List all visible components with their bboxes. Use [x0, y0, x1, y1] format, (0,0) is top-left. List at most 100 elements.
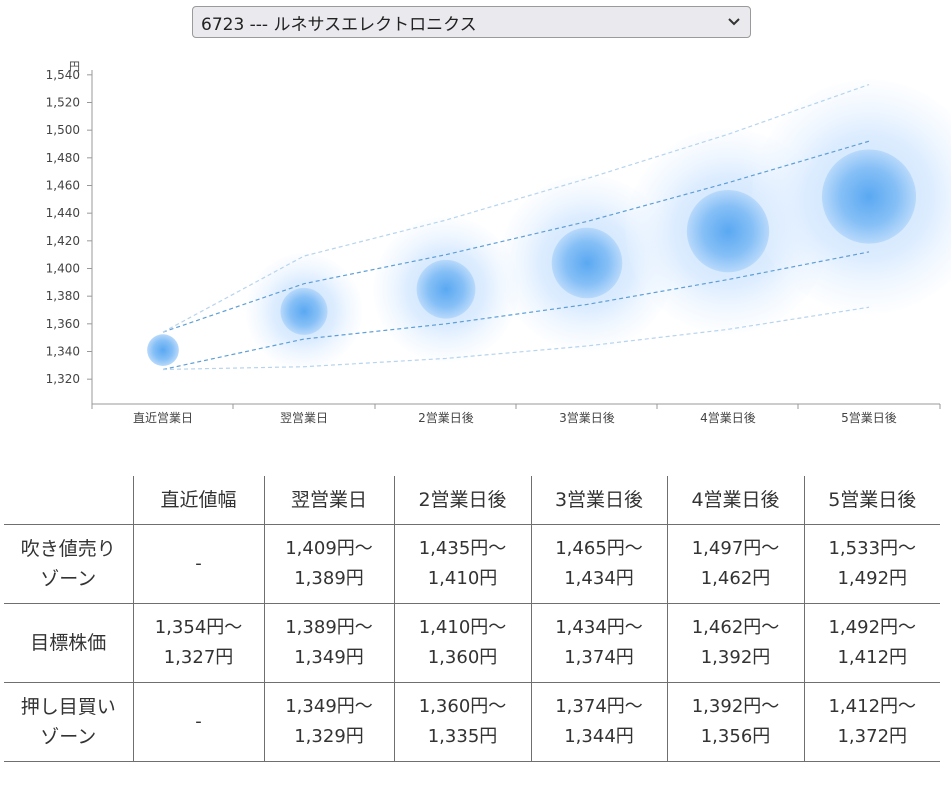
col-header-recent: 直近値幅: [132, 476, 265, 525]
row-header-text: ゾーン: [40, 726, 97, 748]
stock-selector[interactable]: 6723 --- ルネサスエレクトロニクス: [192, 6, 751, 38]
y-tick-label: 1,320: [46, 372, 80, 386]
col-header-day3: 3営業日後: [530, 476, 668, 525]
table-cell: 1,409円～ 1,389円: [263, 524, 395, 604]
table-cell: 1,492円～ 1,412円: [803, 603, 940, 683]
row-header-text: 吹き値売り: [20, 538, 116, 560]
inner-range-circle: [821, 149, 917, 244]
table-cell: 1,533円～ 1,492円: [803, 524, 940, 604]
stock-selector-value: 6723 --- ルネサスエレクトロニクス: [201, 14, 477, 35]
y-tick-label: 1,440: [46, 206, 80, 220]
y-tick-label: 1,540: [46, 68, 80, 82]
y-axis-unit: 円: [69, 60, 80, 73]
row-header-text: 目標株価: [30, 632, 107, 654]
cell-value: -: [195, 711, 202, 732]
table-cell: 1,465円～ 1,434円: [530, 524, 668, 604]
cell-value: 1,389円～: [285, 617, 373, 638]
table-cell: 1,392円～ 1,356円: [666, 682, 805, 762]
cell-value: 1,374円～: [555, 696, 643, 717]
row-header-text: ゾーン: [40, 568, 97, 590]
cell-value: 1,492円～: [828, 617, 917, 638]
y-tick-label: 1,340: [46, 345, 80, 359]
table-row: 吹き値売りゾーン - 1,409円～ 1,389円 1,435円～ 1,410円 1,465…: [4, 524, 940, 604]
sell-zone-line: [162, 83, 870, 333]
chevron-down-icon: [726, 14, 742, 30]
table-cell: -: [132, 682, 265, 762]
cell-value: 1,327円: [163, 647, 234, 668]
price-forecast-chart: 1,320 1,340 1,360 1,380 1,400 1,420 1,440 1,460…: [46, 60, 951, 425]
cell-value: 1,412円～: [828, 696, 917, 717]
y-tick-label: 1,420: [46, 234, 80, 248]
table-row: 目標株価 1,354円～ 1,327円 1,389円～ 1,349円 1,410円～ 1,3…: [4, 603, 940, 683]
cell-value: 1,360円: [427, 647, 498, 668]
x-tick-label: 翌営業日: [280, 411, 328, 425]
cell-value: 1,360円～: [418, 696, 507, 717]
cell-value: 1,344円: [564, 726, 634, 747]
table-header-row: 直近値幅 翌営業日 2営業日後 3営業日後 4営業日後 5営業日後: [4, 476, 940, 525]
row-header: 目標株価: [4, 603, 134, 683]
cell-value: 1,462円: [700, 568, 771, 589]
cell-value: 1,465円～: [555, 538, 643, 559]
cell-value: 1,335円: [427, 726, 498, 747]
x-tick-label: 直近営業日: [133, 411, 193, 425]
cell-value: 1,434円～: [555, 617, 643, 638]
inner-range-circle: [686, 189, 770, 273]
table-cell: 1,434円～ 1,374円: [530, 603, 668, 683]
forecast-table: 直近値幅 翌営業日 2営業日後 3営業日後 4営業日後 5営業日後 吹き値売りゾ…: [4, 476, 940, 762]
row-header: 吹き値売り ゾーン: [4, 524, 134, 604]
inner-range-circle: [551, 227, 623, 299]
target-upper-line: [162, 140, 870, 333]
cell-value: 1,462円～: [691, 617, 780, 638]
y-tick-label: 1,520: [46, 96, 80, 110]
cell-value: 1,372円: [837, 726, 908, 747]
range-lines: [162, 83, 870, 371]
inner-range-circle: [147, 334, 179, 366]
cell-value: 1,329円: [294, 726, 364, 747]
cell-value: 1,392円: [700, 647, 771, 668]
x-tick-label: 5営業日後: [841, 411, 897, 425]
row-header-text: 押し目買い: [20, 696, 116, 718]
table-corner: [4, 476, 134, 525]
cell-value: 1,410円: [427, 568, 498, 589]
table-cell: 1,435円～ 1,410円: [393, 524, 532, 604]
table-cell: 1,389円～ 1,349円: [263, 603, 395, 683]
x-tick-label: 3営業日後: [559, 411, 615, 425]
cell-value: 1,410円～: [418, 617, 507, 638]
y-tick-label: 1,400: [46, 262, 80, 276]
inner-range-circles: [147, 149, 917, 366]
col-header-day1: 翌営業日: [263, 476, 395, 525]
col-header-day2: 2営業日後: [393, 476, 532, 525]
cell-value: -: [195, 553, 202, 574]
table-cell: 1,374円～ 1,344円: [530, 682, 668, 762]
row-header: 押し目買い ゾーン: [4, 682, 134, 762]
y-tick-label: 1,460: [46, 179, 80, 193]
cell-value: 1,349円～: [285, 696, 373, 717]
table-cell: -: [132, 524, 265, 604]
table-cell: 1,354円～ 1,327円: [132, 603, 265, 683]
target-lower-line: [162, 251, 870, 371]
col-header-day4: 4営業日後: [666, 476, 805, 525]
inner-range-circle: [280, 287, 328, 335]
y-tick-label: 1,380: [46, 289, 80, 303]
table-cell: 1,410円～ 1,360円: [393, 603, 532, 683]
cell-value: 1,434円: [564, 568, 634, 589]
x-tick-label: 4営業日後: [700, 411, 756, 425]
cell-value: 1,435円～: [418, 538, 507, 559]
cell-value: 1,354円～: [154, 617, 243, 638]
cell-value: 1,492円: [837, 568, 908, 589]
y-tick-label: 1,360: [46, 317, 80, 331]
chart-axes: 1,320 1,340 1,360 1,380 1,400 1,420 1,440 1,460…: [46, 60, 941, 425]
cell-value: 1,409円～: [285, 538, 373, 559]
col-header-day5: 5営業日後: [803, 476, 940, 525]
table-cell: 1,462円～ 1,392円: [666, 603, 805, 683]
cell-value: 1,389円: [294, 568, 364, 589]
table-cell: 1,360円～ 1,335円: [393, 682, 532, 762]
table-cell: 1,349円～ 1,329円: [263, 682, 395, 762]
cell-value: 1,533円～: [828, 538, 917, 559]
cell-value: 1,349円: [294, 647, 364, 668]
cell-value: 1,392円～: [691, 696, 780, 717]
table-cell: 1,412円～ 1,372円: [803, 682, 940, 762]
y-tick-label: 1,480: [46, 151, 80, 165]
table-row: 押し目買いゾーン - 1,349円～ 1,329円 1,360円～ 1,335円 1,374…: [4, 682, 940, 762]
inner-range-circle: [416, 259, 476, 319]
